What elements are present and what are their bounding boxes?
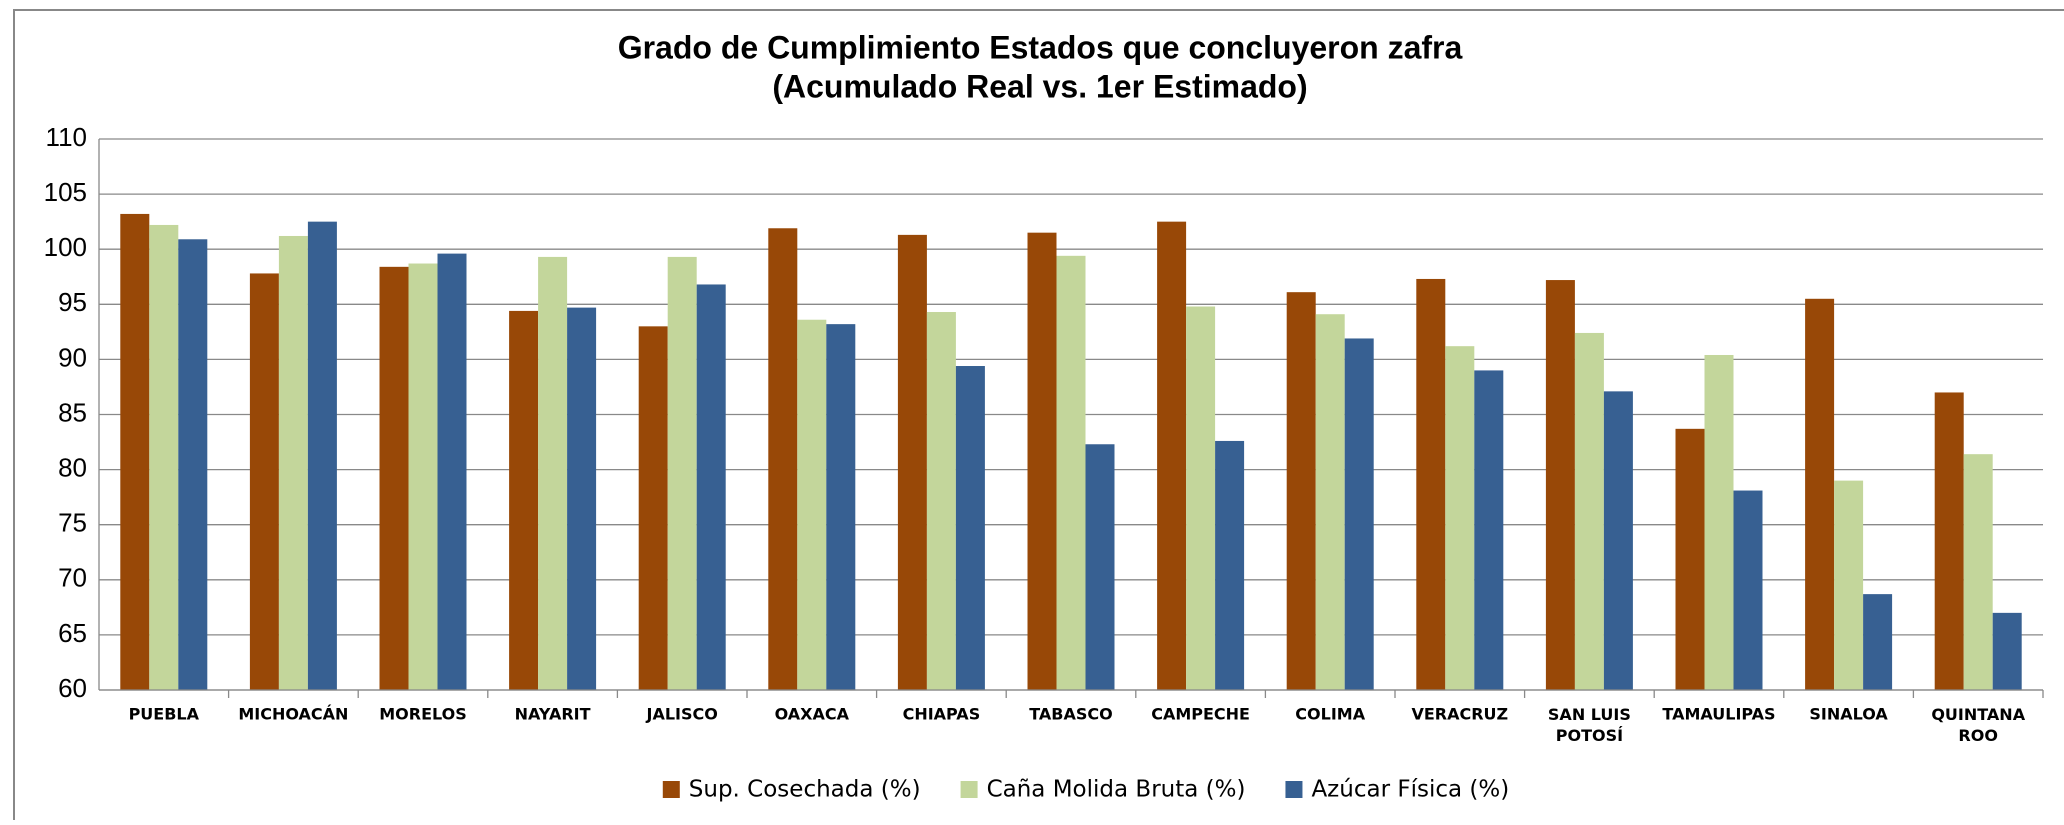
x-tick-label: OAXACA xyxy=(775,705,850,724)
bar xyxy=(1574,332,1604,690)
bar xyxy=(1344,338,1374,690)
bar xyxy=(1805,298,1835,690)
x-tick-label: JALISCO xyxy=(646,705,718,724)
bar xyxy=(408,263,438,690)
y-tick-label: 100 xyxy=(44,232,87,262)
y-tick-label: 80 xyxy=(58,452,87,482)
x-tick-label: SINALOA xyxy=(1809,705,1888,724)
bar xyxy=(1186,306,1216,690)
bar xyxy=(1863,594,1893,690)
bar xyxy=(768,228,798,690)
y-tick-label: 105 xyxy=(44,177,87,207)
bar xyxy=(1416,278,1446,690)
bar xyxy=(638,326,668,690)
x-tick-label: TAMAULIPAS xyxy=(1662,705,1775,724)
bar xyxy=(926,312,956,690)
bar xyxy=(149,224,179,690)
x-tick-label: QUINTANA ROO xyxy=(1931,705,2025,745)
y-tick-label: 75 xyxy=(58,508,87,538)
bar xyxy=(955,366,985,690)
bar xyxy=(509,310,539,690)
y-tick-label: 60 xyxy=(58,673,87,703)
legend-swatch xyxy=(960,781,978,798)
legend-label: Azúcar Física (%) xyxy=(1311,777,1509,803)
bar xyxy=(1027,232,1057,691)
chart-subtitle: (Acumulado Real vs. 1er Estimado) xyxy=(772,68,1307,104)
bar xyxy=(437,253,467,690)
bar xyxy=(1934,392,1964,690)
bar xyxy=(696,284,726,690)
x-tick-label: PUEBLA xyxy=(129,705,200,724)
x-tick-label: CAMPECHE xyxy=(1151,705,1250,724)
y-tick-label: 95 xyxy=(58,287,87,317)
bar xyxy=(897,234,927,690)
x-tick-label: VERACRUZ xyxy=(1411,705,1508,724)
bar xyxy=(1963,454,1993,690)
bar xyxy=(1157,221,1187,690)
bar xyxy=(249,273,279,690)
y-tick-label: 70 xyxy=(58,563,87,593)
x-tick-label: SAN LUIS POTOSÍ xyxy=(1548,705,1631,745)
bar xyxy=(1733,490,1763,690)
x-tick-label: CHIAPAS xyxy=(903,705,981,724)
x-tick-label: COLIMA xyxy=(1295,705,1365,724)
chart-title: Grado de Cumplimiento Estados que conclu… xyxy=(618,29,1463,65)
bar xyxy=(120,213,150,690)
bar xyxy=(667,256,697,690)
bar xyxy=(1992,612,2022,690)
bar xyxy=(1545,280,1575,690)
y-tick-label: 65 xyxy=(58,618,87,648)
bar xyxy=(567,307,597,690)
bar xyxy=(538,256,568,690)
bar xyxy=(307,221,337,690)
bar xyxy=(1085,444,1115,690)
bar xyxy=(1834,480,1864,690)
bar xyxy=(1215,440,1245,690)
x-tick-label: MICHOACÁN xyxy=(238,705,348,724)
bar xyxy=(178,239,208,691)
bar xyxy=(1474,370,1504,690)
y-tick-label: 85 xyxy=(58,397,87,427)
bar xyxy=(1286,292,1316,690)
legend-swatch xyxy=(1285,781,1303,798)
bar xyxy=(797,319,827,690)
x-tick-label: NAYARIT xyxy=(515,705,591,724)
x-tick-label: MORELOS xyxy=(379,705,467,724)
chart-frame xyxy=(13,9,2064,825)
x-tick-label: TABASCO xyxy=(1029,705,1113,724)
bar xyxy=(1056,255,1086,690)
bar xyxy=(1704,354,1734,690)
bar xyxy=(1603,391,1633,690)
y-tick-label: 110 xyxy=(46,122,87,152)
bar xyxy=(1315,314,1345,690)
bar xyxy=(1675,428,1705,690)
bar xyxy=(826,324,856,690)
bar xyxy=(1445,346,1475,690)
y-tick-label: 90 xyxy=(58,342,87,372)
bar xyxy=(278,235,308,690)
bar xyxy=(379,266,409,690)
legend-label: Caña Molida Bruta (%) xyxy=(987,777,1246,803)
legend-label: Sup. Cosechada (%) xyxy=(689,777,921,803)
legend-swatch xyxy=(662,781,680,798)
